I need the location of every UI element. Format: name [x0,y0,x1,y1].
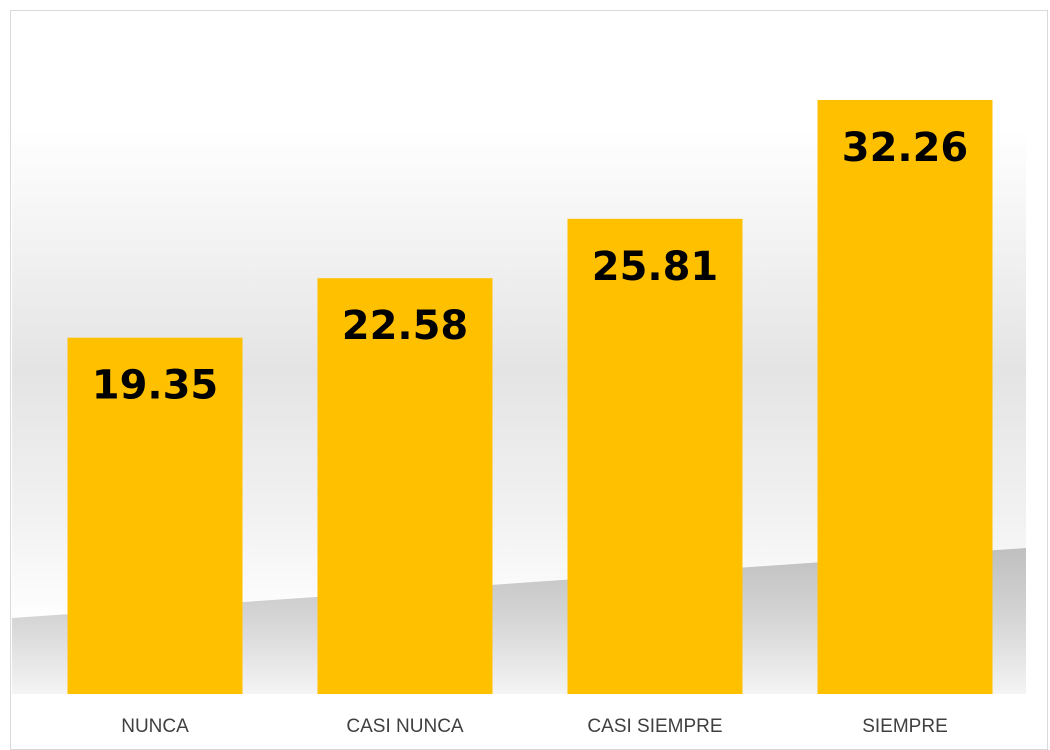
category-labels-layer: NUNCA CASI NUNCA CASI SIEMPRE SIEMPRE [121,716,948,737]
bar-casi-siempre [567,218,743,695]
category-label-siempre: SIEMPRE [862,716,948,737]
value-labels-layer: 19.35 22.58 25.81 32.26 [92,125,969,409]
data-label-casi-siempre: 25.81 [592,244,719,290]
category-label-casi-siempre: CASI SIEMPRE [587,716,722,737]
bars-layer [67,100,993,695]
category-label-nunca: NUNCA [121,716,189,737]
category-label-casi-nunca: CASI NUNCA [346,716,464,737]
data-label-siempre: 32.26 [842,125,969,171]
chart-floor-shadow [12,548,1026,694]
data-label-casi-nunca: 22.58 [342,303,469,349]
bar-casi-nunca [317,278,493,694]
data-label-nunca: 19.35 [92,363,219,409]
bar-siempre [817,100,993,694]
bar-nunca [67,337,243,694]
